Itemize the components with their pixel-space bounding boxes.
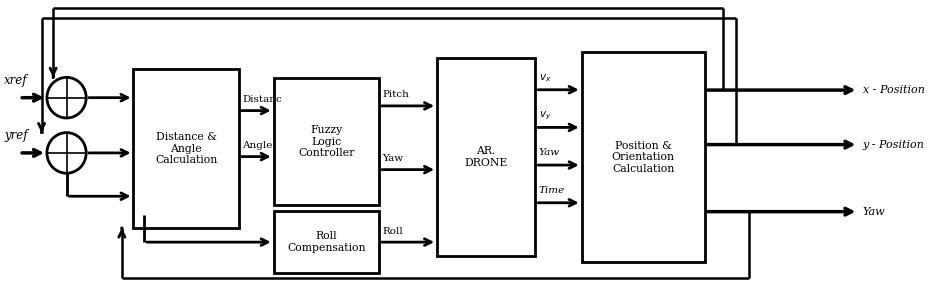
Text: y - Position: y - Position	[863, 140, 925, 150]
Bar	[133, 69, 239, 228]
Text: $v_x$: $v_x$	[539, 72, 551, 84]
Text: Position &
Orientation
Calculation: Position & Orientation Calculation	[611, 140, 675, 174]
Text: Roll: Roll	[382, 227, 404, 236]
Text: yref: yref	[4, 130, 28, 142]
Ellipse shape	[47, 133, 86, 173]
Text: Yaw: Yaw	[539, 148, 560, 157]
Text: xref: xref	[4, 74, 28, 87]
Text: Fuzzy
Logic
Controller: Fuzzy Logic Controller	[298, 125, 354, 158]
Text: Distanc: Distanc	[242, 95, 282, 104]
Text: Roll
Compensation: Roll Compensation	[287, 231, 365, 253]
Text: $v_y$: $v_y$	[539, 110, 551, 122]
Bar	[274, 78, 379, 205]
Bar	[274, 211, 379, 273]
Text: x - Position: x - Position	[863, 85, 925, 95]
Text: Angle: Angle	[242, 141, 273, 150]
Text: Pitch: Pitch	[382, 90, 409, 100]
Bar	[437, 58, 535, 256]
Text: AR.
DRONE: AR. DRONE	[464, 146, 508, 168]
Ellipse shape	[47, 78, 86, 118]
Text: Time: Time	[539, 186, 565, 195]
Text: Distance &
Angle
Calculation: Distance & Angle Calculation	[155, 132, 217, 165]
Bar	[582, 52, 705, 262]
Text: Yaw: Yaw	[863, 207, 885, 217]
Text: Yaw: Yaw	[382, 154, 404, 163]
